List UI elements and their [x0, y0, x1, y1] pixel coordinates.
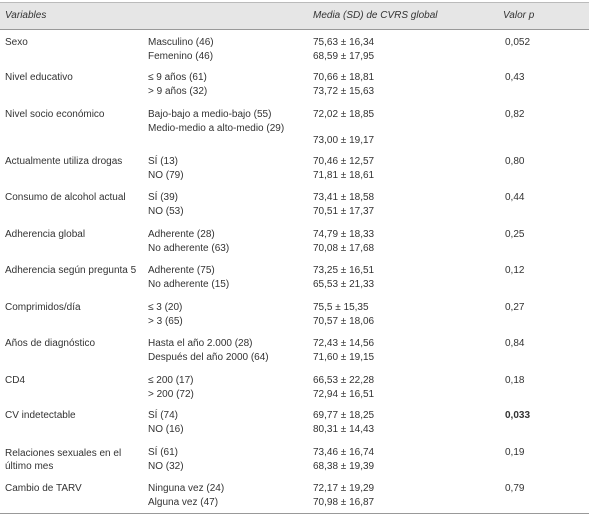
- category: ≤ 3 (20): [148, 302, 183, 313]
- p-value: 0,25: [505, 229, 525, 240]
- value: 70,57 ± 18,06: [313, 316, 375, 327]
- category: Femenino (46): [148, 51, 214, 62]
- value: 73,72 ± 15,63: [313, 86, 375, 97]
- variable: Adherencia según pregunta 5: [5, 265, 137, 276]
- p-value: 0,43: [505, 72, 525, 83]
- p-value: 0,79: [505, 483, 525, 494]
- value: 74,79 ± 18,33: [313, 229, 375, 240]
- value: 70,98 ± 16,87: [313, 497, 375, 508]
- variable: Cambio de TARV: [5, 483, 82, 494]
- value: 69,77 ± 18,25: [313, 410, 375, 421]
- value: 75,5 ± 15,35: [313, 302, 369, 313]
- p-value: 0,27: [505, 302, 525, 313]
- value: 72,94 ± 16,51: [313, 389, 375, 400]
- category: NO (53): [148, 206, 184, 217]
- header-row: Variables Media (SD) de CVRS global Valo…: [0, 2, 589, 30]
- variable: Nivel educativo: [5, 72, 73, 83]
- value: 65,53 ± 21,33: [313, 279, 375, 290]
- category: ≤ 200 (17): [148, 375, 194, 386]
- header-variables: Variables: [5, 10, 47, 21]
- category: Masculino (46): [148, 37, 214, 48]
- value: 71,60 ± 19,15: [313, 352, 375, 363]
- variable: CD4: [5, 375, 26, 386]
- variable: Adherencia global: [5, 229, 86, 240]
- p-value: 0,18: [505, 375, 525, 386]
- category: > 200 (72): [148, 389, 194, 400]
- value: 70,51 ± 17,37: [313, 206, 375, 217]
- bottom-rule: [0, 513, 589, 514]
- category: > 3 (65): [148, 316, 183, 327]
- variable: Comprimidos/día: [5, 302, 81, 313]
- p-value: 0,033: [505, 410, 531, 421]
- category: SÍ (13): [148, 156, 179, 167]
- value: 68,38 ± 19,39: [313, 461, 375, 472]
- variable: Relaciones sexuales en el último mes: [5, 448, 122, 472]
- category: Adherente (28): [148, 229, 215, 240]
- category: Medio-medio a alto-medio (29): [148, 123, 285, 134]
- value: 66,53 ± 22,28: [313, 375, 375, 386]
- category: NO (79): [148, 170, 184, 181]
- variable: Sexo: [5, 37, 28, 48]
- value: 72,17 ± 19,29: [313, 483, 375, 494]
- p-value: 0,19: [505, 447, 525, 458]
- value: 73,46 ± 16,74: [313, 447, 375, 458]
- category: No adherente (15): [148, 279, 230, 290]
- value: 75,63 ± 16,34: [313, 37, 375, 48]
- value: 70,08 ± 17,68: [313, 243, 375, 254]
- p-value: 0,80: [505, 156, 525, 167]
- variable: Actualmente utiliza drogas: [5, 156, 123, 167]
- category: SÍ (39): [148, 192, 179, 203]
- value: 73,41 ± 18,58: [313, 192, 375, 203]
- value: 80,31 ± 14,43: [313, 424, 375, 435]
- category: NO (32): [148, 461, 184, 472]
- category: NO (16): [148, 424, 184, 435]
- variable: Nivel socio económico: [5, 109, 105, 120]
- header-media: Media (SD) de CVRS global: [313, 10, 438, 21]
- variable: Consumo de alcohol actual: [5, 192, 126, 203]
- category: Después del año 2000 (64): [148, 352, 269, 363]
- category: Adherente (75): [148, 265, 215, 276]
- p-value: 0,44: [505, 192, 525, 203]
- category: ≤ 9 años (61): [148, 72, 207, 83]
- p-value: 0,84: [505, 338, 525, 349]
- category: Hasta el año 2.000 (28): [148, 338, 253, 349]
- category: Alguna vez (47): [148, 497, 219, 508]
- category: SÍ (61): [148, 447, 179, 458]
- value: 71,81 ± 18,61: [313, 170, 375, 181]
- category: Bajo-bajo a medio-bajo (55): [148, 109, 272, 120]
- header-p: Valor p: [503, 10, 535, 21]
- category: No adherente (63): [148, 243, 230, 254]
- value: 73,00 ± 19,17: [313, 135, 375, 146]
- value: 70,66 ± 18,81: [313, 72, 375, 83]
- variable: Años de diagnóstico: [5, 338, 96, 349]
- p-value: 0,12: [505, 265, 525, 276]
- value: 70,46 ± 12,57: [313, 156, 375, 167]
- value: 68,59 ± 17,95: [313, 51, 375, 62]
- p-value: 0,052: [505, 37, 531, 48]
- category: Ninguna vez (24): [148, 483, 225, 494]
- category: > 9 años (32): [148, 86, 208, 97]
- value: 72,43 ± 14,56: [313, 338, 375, 349]
- value: 72,02 ± 18,85: [313, 109, 375, 120]
- value: 73,25 ± 16,51: [313, 265, 375, 276]
- p-value: 0,82: [505, 109, 525, 120]
- category: SÍ (74): [148, 410, 179, 421]
- variable: CV indetectable: [5, 410, 76, 421]
